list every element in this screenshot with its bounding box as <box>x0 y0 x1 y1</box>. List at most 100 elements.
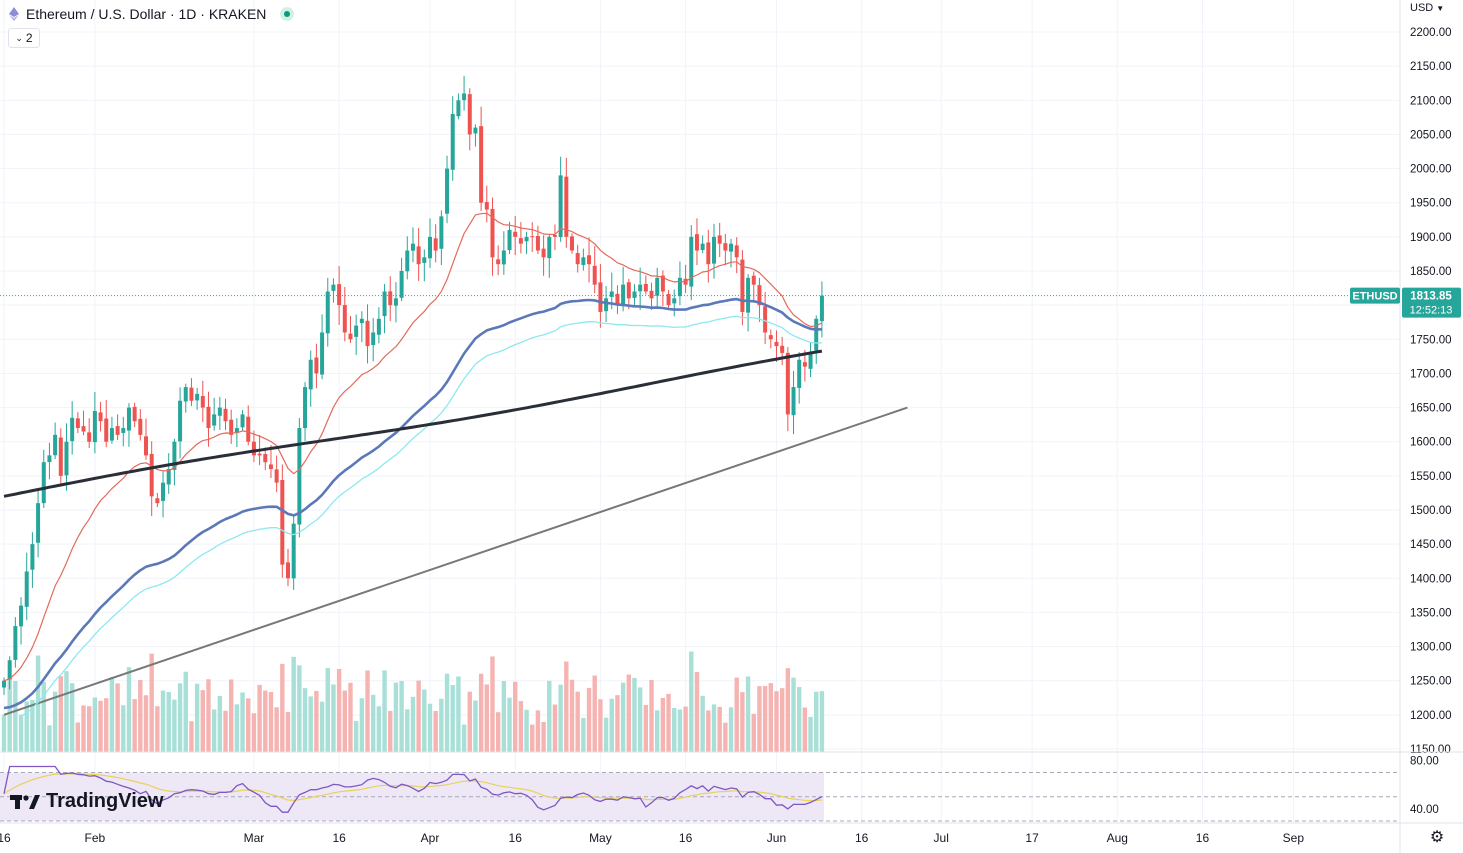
candle-body <box>138 418 143 435</box>
candle-body <box>263 454 268 463</box>
volume-bar <box>331 684 336 752</box>
rsi-ma-line <box>3 773 822 802</box>
ma-long-line <box>3 349 823 498</box>
volume-bar <box>410 696 416 752</box>
candle-body <box>479 126 484 203</box>
volume-bar <box>268 691 274 752</box>
volume-bar <box>87 706 92 752</box>
volume-bar <box>643 704 649 752</box>
volume-bar <box>217 695 223 752</box>
candle-body <box>626 282 631 299</box>
y-tick-label: 1950.00 <box>1410 198 1452 210</box>
currency-selector[interactable]: USD ▼ <box>1410 2 1444 14</box>
candle-body <box>308 359 313 390</box>
volume-bar <box>314 690 319 752</box>
volume-bar <box>603 717 609 752</box>
candle-body <box>189 387 194 401</box>
candle-body <box>717 235 722 244</box>
candle-body <box>740 259 745 312</box>
candle-body <box>234 428 239 433</box>
candle-body <box>109 428 114 441</box>
candle-body <box>734 245 739 258</box>
tradingview-logo[interactable]: TradingView <box>10 790 163 813</box>
candle-body <box>41 462 46 504</box>
candle-body <box>433 238 438 251</box>
candle-body <box>416 246 421 265</box>
symbol-tag-bg <box>1350 287 1400 304</box>
volume-bar <box>660 697 666 752</box>
volume-bar <box>495 712 501 752</box>
volume-bar <box>160 690 166 752</box>
candle-body <box>507 230 512 251</box>
candle-body <box>456 100 461 117</box>
candle-body <box>518 238 523 244</box>
y-tick-label: 1300.00 <box>1410 642 1452 654</box>
volume-bar <box>121 705 126 752</box>
rsi-y-tick-label: 80.00 <box>1410 755 1439 767</box>
candle-body <box>286 562 290 579</box>
y-tick-label: 2100.00 <box>1410 95 1452 107</box>
candle-body <box>558 175 563 238</box>
candle-body <box>274 469 279 483</box>
y-tick-label: 1200.00 <box>1410 710 1452 722</box>
volume-bar <box>274 707 279 752</box>
y-tick-label: 1650.00 <box>1410 403 1452 415</box>
volume-bar <box>467 691 472 752</box>
candle-body <box>575 253 580 265</box>
candle-body <box>632 291 637 298</box>
candle-body <box>257 453 262 456</box>
candle-body <box>530 236 535 238</box>
volume-bar <box>779 688 785 752</box>
candle-body <box>223 408 228 422</box>
candle-body <box>791 387 796 416</box>
ethereum-icon <box>9 7 19 21</box>
volume-bar <box>734 677 739 752</box>
volume-bar <box>581 717 586 752</box>
candle-body <box>422 257 427 263</box>
x-tick-label: 16 <box>855 831 869 845</box>
symbol-title: Ethereum / U.S. Dollar · 1D · KRAKEN <box>26 6 267 22</box>
candle-body <box>797 359 802 388</box>
candle-body <box>376 318 381 335</box>
volume-bar <box>757 686 762 752</box>
candle-body <box>291 523 296 579</box>
volume-bar <box>717 706 722 752</box>
volume-bar <box>501 681 507 752</box>
candle-body <box>365 320 370 347</box>
candle-body <box>445 168 450 214</box>
volume-bar <box>58 676 63 752</box>
candle-body <box>24 571 29 607</box>
volume-bar <box>18 714 24 752</box>
candle-body <box>393 298 398 306</box>
rsi-pane <box>0 765 1400 822</box>
volume-bar <box>1 714 7 752</box>
volume-bar <box>575 691 580 752</box>
volume-bar <box>706 710 711 752</box>
volume-bar <box>405 709 410 752</box>
x-tick-label: Jun <box>767 831 786 845</box>
candle-body <box>462 93 467 101</box>
volume-bar <box>257 684 262 752</box>
volume-bar <box>745 676 751 752</box>
x-tick-label: 16 <box>509 831 523 845</box>
countdown-tag: 12:52:13 <box>1410 305 1453 317</box>
gear-icon[interactable]: ⚙ <box>1429 829 1445 846</box>
ema-cyan-line <box>20 315 822 717</box>
volume-bar <box>263 690 268 752</box>
candle-body <box>819 295 824 322</box>
volume-bar <box>450 685 455 752</box>
candle-body <box>746 277 751 313</box>
indicators-collapse-button[interactable]: ⌄ 2 <box>8 28 40 48</box>
ema-fast-line <box>3 212 823 682</box>
trendline-layer[interactable] <box>3 406 908 716</box>
y-tick-label: 1600.00 <box>1410 437 1452 449</box>
symbol-header[interactable]: Ethereum / U.S. Dollar · 1D · KRAKEN <box>8 4 295 24</box>
volume-bar <box>75 722 81 752</box>
volume-bar <box>422 689 427 752</box>
x-tick-label: Sep <box>1283 831 1305 845</box>
volume-bar <box>24 701 29 752</box>
volume-bar <box>774 691 779 752</box>
candle-body <box>297 428 302 525</box>
candle-body <box>149 453 154 497</box>
